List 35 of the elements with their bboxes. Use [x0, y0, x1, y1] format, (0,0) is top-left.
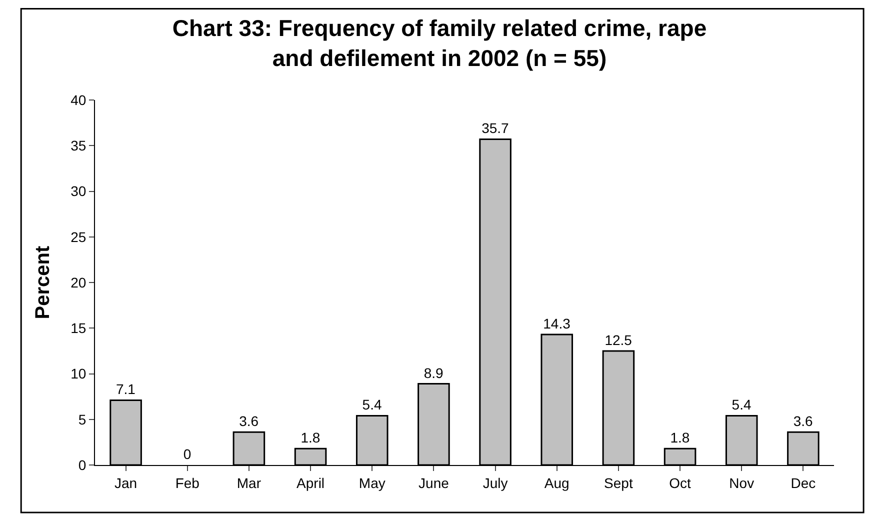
x-tick-label: Dec: [790, 474, 816, 491]
x-tick-label: Jan: [114, 474, 138, 491]
y-tick-label: 10: [70, 366, 86, 382]
data-label: 14.3: [543, 316, 571, 332]
x-tick-label: Oct: [669, 474, 692, 491]
y-axis-title: Percent: [32, 245, 54, 320]
data-label: 3.6: [793, 413, 814, 430]
y-tick-label: 35: [70, 138, 86, 154]
y-tick-label: 20: [70, 274, 86, 290]
data-label: 7.1: [116, 381, 136, 398]
x-tick-label: Feb: [175, 474, 200, 491]
y-tick-label: 25: [70, 228, 86, 245]
x-tick-label: May: [358, 474, 386, 491]
x-tick-label: Aug: [544, 474, 570, 491]
y-tick-label: 0: [78, 456, 86, 473]
data-label: 5.4: [732, 396, 752, 413]
x-tick-label: June: [418, 474, 450, 491]
y-tick-label: 40: [70, 92, 86, 108]
data-label: 12.5: [604, 332, 632, 348]
data-label: 1.8: [300, 430, 320, 446]
data-label: 0: [183, 446, 192, 462]
x-tick-label: April: [296, 474, 325, 491]
data-label: 35.7: [482, 120, 510, 136]
x-tick-label: Sept: [604, 474, 633, 491]
x-tick-label: July: [482, 474, 508, 491]
data-label: 3.6: [239, 413, 259, 430]
data-label: 1.8: [670, 430, 690, 446]
chart-title: Chart 33: Frequency of family related crime, rape and defilement in 2002 (n = 55): [172, 15, 707, 71]
y-tick-label: 5: [78, 411, 86, 428]
data-label: 8.9: [424, 364, 444, 381]
data-label: 5.4: [362, 396, 382, 413]
x-tick-label: Nov: [729, 474, 754, 491]
x-tick-label: Mar: [236, 474, 262, 491]
y-tick-label: 30: [70, 183, 86, 200]
y-tick-label: 15: [70, 320, 86, 336]
